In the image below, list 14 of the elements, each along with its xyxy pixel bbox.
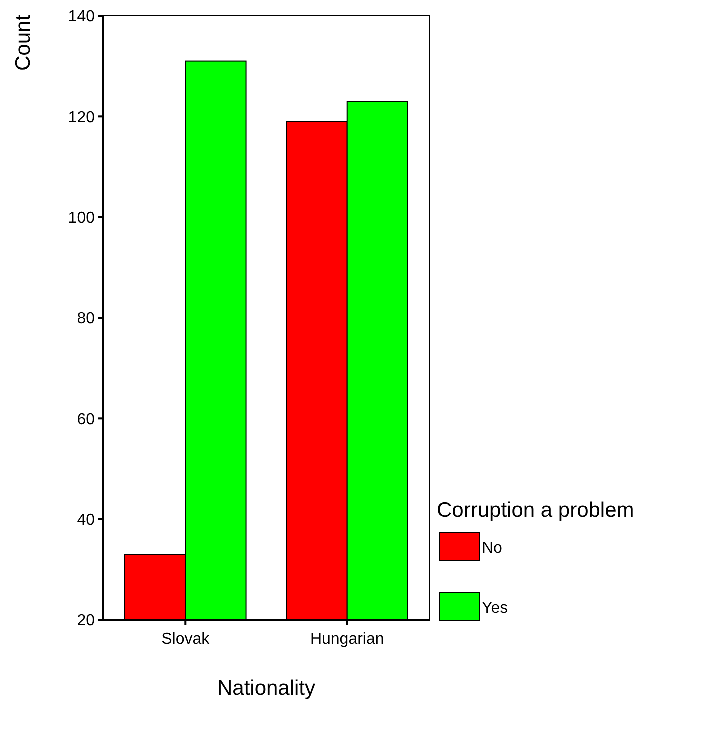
y-tick-label: 140 xyxy=(68,8,96,26)
y-tick-label: 120 xyxy=(68,109,96,126)
x-tick-label: Hungarian xyxy=(310,631,384,648)
y-tick-label: 40 xyxy=(77,512,96,529)
legend-label: Yes xyxy=(482,600,508,617)
x-tick-label: Slovak xyxy=(162,631,211,648)
y-tick-label: 100 xyxy=(68,210,96,227)
y-tick-label: 60 xyxy=(77,411,96,428)
y-tick-label: 20 xyxy=(77,612,96,630)
legend-title: Corruption a problem xyxy=(437,499,634,522)
y-axis-title: Count xyxy=(12,14,35,72)
x-axis-title: Nationality xyxy=(217,677,316,700)
y-tick-label: 80 xyxy=(77,310,96,328)
legend-label: No xyxy=(482,540,503,557)
